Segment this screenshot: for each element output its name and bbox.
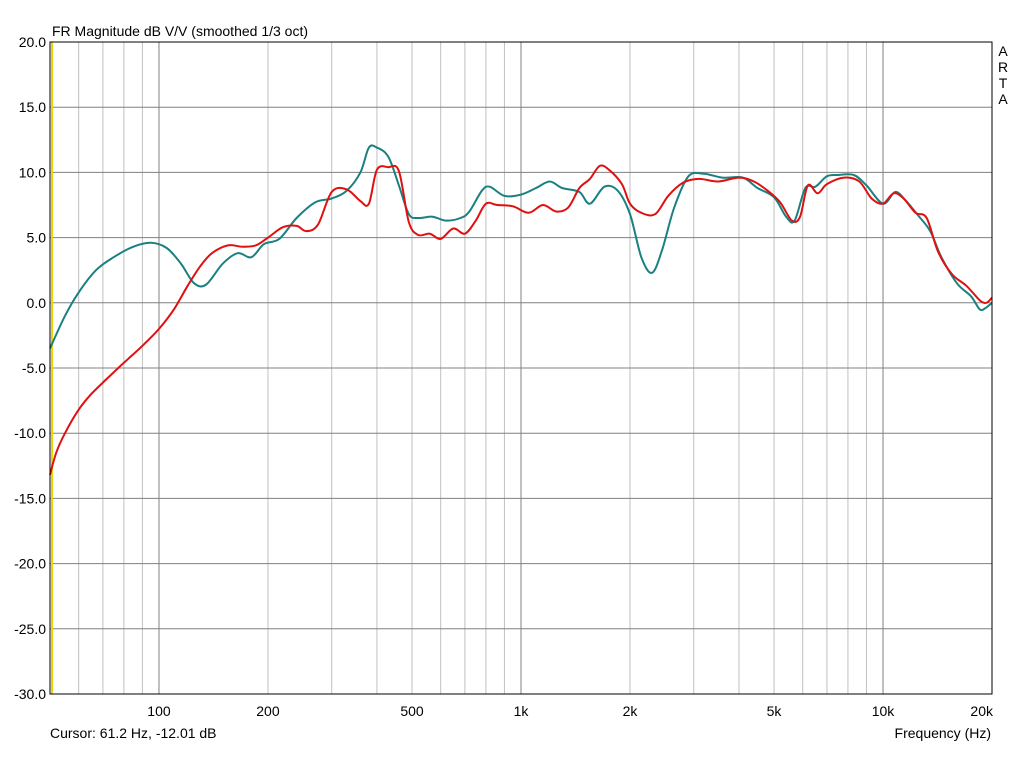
series-layer xyxy=(49,144,993,476)
x-tick-label: 500 xyxy=(400,703,424,719)
y-tick-label: -15.0 xyxy=(14,490,46,506)
arta-logo-letter: A xyxy=(998,43,1008,59)
y-tick-label: -25.0 xyxy=(14,621,46,637)
x-tick-label: 5k xyxy=(767,703,783,719)
y-tick-labels: 20.0 15.0 10.0 5.0 0.0 -5.0 -10.0 -15.0 -20.0 -25… xyxy=(14,34,46,702)
y-tick-label: 10.0 xyxy=(19,164,46,180)
y-tick-label: 15.0 xyxy=(19,99,46,115)
x-tick-label: 200 xyxy=(256,703,280,719)
arta-logo-letter: A xyxy=(998,91,1008,107)
x-axis-label: Frequency (Hz) xyxy=(895,725,991,741)
y-tick-label: -10.0 xyxy=(14,425,46,441)
x-tick-label: 100 xyxy=(147,703,171,719)
arta-logo-letter: T xyxy=(999,75,1008,91)
x-tick-label: 20k xyxy=(970,703,994,719)
grid xyxy=(50,42,992,694)
cursor-readout: Cursor: 61.2 Hz, -12.01 dB xyxy=(50,725,217,741)
x-tick-label: 2k xyxy=(623,703,639,719)
plot-frame xyxy=(49,41,993,695)
x-tick-labels: 100 200 500 1k 2k 5k 10k 20k xyxy=(147,703,994,719)
arta-logo-letter: R xyxy=(998,59,1008,75)
chart-title: FR Magnitude dB V/V (smoothed 1/3 oct) xyxy=(52,23,308,39)
y-tick-label: -20.0 xyxy=(14,556,46,572)
y-tick-label: -30.0 xyxy=(14,686,46,702)
y-tick-label: -5.0 xyxy=(22,360,46,376)
y-tick-label: 20.0 xyxy=(19,34,46,50)
y-tick-label: 0.0 xyxy=(27,295,47,311)
x-tick-label: 10k xyxy=(872,703,896,719)
series-line-1 xyxy=(49,144,993,349)
series-line-2 xyxy=(49,164,993,476)
x-tick-label: 1k xyxy=(514,703,530,719)
y-tick-label: 5.0 xyxy=(27,230,47,246)
